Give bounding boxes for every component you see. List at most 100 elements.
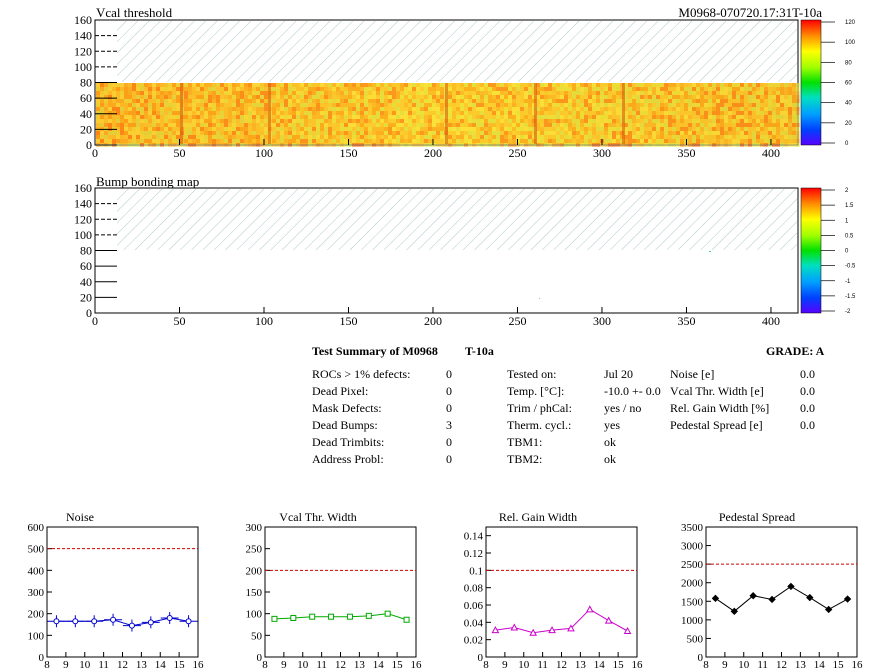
heatmap-cell [696,127,700,131]
heatmap-cell [272,95,276,99]
heatmap-cell [716,143,720,147]
heatmap-cell [732,123,736,127]
heatmap-cell [696,91,700,95]
heatmap-cell [664,99,668,103]
heatmap-cell [708,99,712,103]
heatmap-cell [144,123,148,127]
heatmap-cell [776,127,780,131]
heatmap-cell [380,91,384,95]
heatmap-cell [744,139,748,143]
heatmap-cell [340,135,344,139]
heatmap-cell [724,115,728,119]
y-tick-label: 150 [246,587,263,599]
heatmap-cell [256,119,260,123]
heatmap-cell [364,131,368,135]
heatmap-cell [668,143,672,147]
heatmap-cell [116,115,120,119]
heatmap-cell [124,123,128,127]
heatmap-cell [416,119,420,123]
heatmap-cell [400,99,404,103]
heatmap-cell [332,95,336,99]
heatmap-cell [760,111,764,115]
heatmap-cell [316,135,320,139]
heatmap-cell [412,135,416,139]
vcal-heatmap [96,83,800,147]
heatmap-cell [224,95,228,99]
heatmap-cell [308,103,312,107]
bump-defect-mark [709,251,711,252]
heatmap-cell [664,115,668,119]
heatmap-cell [764,103,768,107]
heatmap-cell [176,139,180,143]
y-tick-label: 0.1 [469,565,483,577]
heatmap-cell [280,83,284,87]
heatmap-cell [244,99,248,103]
heatmap-cell [400,119,404,123]
heatmap-cell [272,131,276,135]
heatmap-cell [604,91,608,95]
heatmap-cell [764,107,768,111]
heatmap-cell [236,87,240,91]
heatmap-cell [144,91,148,95]
heatmap-cell [684,103,688,107]
heatmap-cell [640,103,644,107]
heatmap-cell [172,135,176,139]
x-tick-label: 16 [193,659,205,671]
heatmap-cell [372,119,376,123]
heatmap-cell [336,143,340,147]
heatmap-cell [96,135,100,139]
heatmap-cell [248,139,252,143]
heatmap-cell [692,95,696,99]
heatmap-cell [460,107,464,111]
heatmap-cell [752,91,756,95]
heatmap-cell [536,139,540,143]
heatmap-cell [212,143,216,147]
heatmap-cell [436,99,440,103]
heatmap-cell [300,111,304,115]
heatmap-cell [512,95,516,99]
heatmap-cell [288,99,292,103]
heatmap-cell [312,139,316,143]
heatmap-cell [320,143,324,147]
heatmap-cell [520,99,524,103]
heatmap-cell [608,103,612,107]
heatmap-cell [556,143,560,147]
heatmap-cell [524,103,528,107]
heatmap-cell [360,107,364,111]
heatmap-cell [356,131,360,135]
heatmap-cell [756,123,760,127]
heatmap-cell [272,91,276,95]
heatmap-cell [728,123,732,127]
heatmap-cell [168,143,172,147]
heatmap-cell [740,91,744,95]
heatmap-cell [440,123,444,127]
heatmap-cell [176,135,180,139]
heatmap-cell [556,107,560,111]
x-tick-label: 8 [262,659,268,671]
heatmap-cell [620,143,624,147]
heatmap-cell [296,143,300,147]
heatmap-cell [284,95,288,99]
heatmap-cell [380,135,384,139]
heatmap-cell [712,123,716,127]
y-tick-label: 2500 [681,559,704,571]
heatmap-cell [636,115,640,119]
heatmap-cell [392,91,396,95]
heatmap-cell [728,143,732,147]
heatmap-cell [724,119,728,123]
heatmap-cell [352,139,356,143]
heatmap-cell [468,91,472,95]
heatmap-cell [616,103,620,107]
heatmap-cell [516,111,520,115]
heatmap-cell [572,131,576,135]
heatmap-cell [296,103,300,107]
heatmap-cell [476,135,480,139]
heatmap-cell [348,103,352,107]
heatmap-cell [712,139,716,143]
heatmap-cell [156,131,160,135]
heatmap-cell [288,115,292,119]
heatmap-cell [156,95,160,99]
heatmap-cell [152,135,156,139]
heatmap-cell [172,107,176,111]
heatmap-cell [404,131,408,135]
